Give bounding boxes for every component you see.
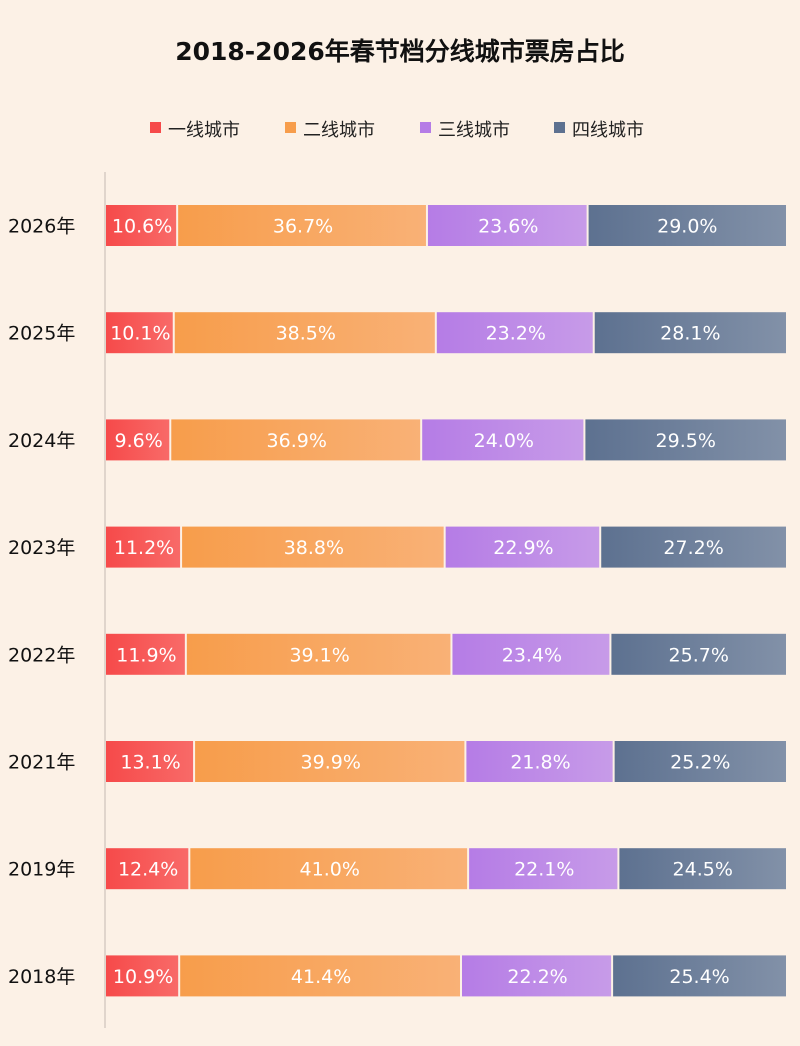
bar-segment [452, 633, 610, 675]
category-label: 2022年 [8, 644, 75, 666]
data-label: 38.8% [284, 537, 344, 559]
bar-segment [182, 526, 444, 568]
bar-segment [106, 312, 173, 354]
category-label: 2018年 [8, 966, 75, 988]
bar-segment [106, 741, 194, 782]
bar-segment [427, 205, 587, 246]
legend-label: 三线城市 [438, 120, 510, 141]
data-label: 23.4% [502, 644, 562, 666]
data-label: 22.1% [514, 859, 574, 881]
data-label: 22.2% [507, 966, 567, 988]
data-label: 25.4% [669, 966, 729, 988]
data-label: 11.9% [116, 644, 176, 666]
legend-label: 二线城市 [303, 120, 375, 141]
bar-segment [469, 848, 618, 890]
data-label: 23.6% [478, 216, 538, 238]
category-label: 2026年 [8, 216, 75, 238]
category-label: 2023年 [8, 537, 75, 559]
bar-segment [106, 955, 179, 997]
bar-segment [106, 419, 170, 461]
data-label: 41.0% [300, 859, 360, 881]
category-label: 2024年 [8, 430, 75, 452]
data-label: 24.0% [474, 430, 534, 452]
bar-segment [445, 526, 600, 568]
data-label: 38.5% [276, 323, 336, 345]
bar-segment [601, 526, 786, 568]
bar-segment [186, 633, 451, 675]
bar-segment [190, 848, 468, 890]
bar-segment [588, 205, 786, 246]
data-label: 29.5% [656, 430, 716, 452]
bar-segment [436, 312, 593, 354]
data-label: 28.1% [660, 323, 720, 345]
bar-row: 2026年 10.6% 36.7% 23.6% 29.0% [8, 205, 786, 246]
data-label: 36.9% [267, 430, 327, 452]
bar-segment [174, 312, 435, 354]
bar-row: 2024年 9.6% 36.9% 24.0% 29.5% [8, 419, 786, 461]
bar-segment [466, 741, 613, 782]
bar-segment [171, 419, 421, 461]
data-label: 10.6% [112, 216, 172, 238]
bar-segment [195, 741, 465, 782]
bar-row: 2019年 12.4% 41.0% 22.1% 24.5% [8, 848, 786, 890]
data-label: 36.7% [273, 216, 333, 238]
bar-row: 2025年 10.1% 38.5% 23.2% 28.1% [8, 312, 786, 354]
data-label: 22.9% [493, 537, 553, 559]
bar-segment [619, 848, 786, 890]
chart-title: 2018-2026年春节档分线城市票房占比 [175, 37, 625, 66]
bar-segment [106, 848, 189, 890]
bar-segment [614, 741, 786, 782]
data-label: 21.8% [510, 752, 570, 774]
legend-swatch [285, 122, 296, 133]
bar-row: 2021年 13.1% 39.9% 21.8% 25.2% [8, 741, 786, 782]
data-label: 23.2% [486, 323, 546, 345]
data-label: 24.5% [673, 859, 733, 881]
category-label: 2019年 [8, 859, 75, 881]
legend: 一线城市 二线城市 三线城市 四线城市 [150, 120, 644, 141]
category-label: 2025年 [8, 323, 75, 345]
bar-row: 2023年 11.2% 38.8% 22.9% 27.2% [8, 526, 786, 568]
data-label: 10.1% [110, 323, 170, 345]
bar-segment [422, 419, 584, 461]
category-label: 2021年 [8, 752, 75, 774]
bar-segment [585, 419, 786, 461]
bar-segment [106, 526, 181, 568]
bar-segment [180, 955, 460, 997]
data-label: 25.2% [670, 752, 730, 774]
legend-swatch [554, 122, 565, 133]
legend-label: 一线城市 [168, 120, 240, 141]
bar-segment [611, 633, 786, 675]
data-label: 11.2% [114, 537, 174, 559]
legend-swatch [420, 122, 431, 133]
bar-segment [106, 633, 185, 675]
data-label: 41.4% [291, 966, 351, 988]
legend-swatch [150, 122, 161, 133]
data-label: 25.7% [669, 644, 729, 666]
bar-segment [178, 205, 426, 246]
bar-segment [106, 205, 177, 246]
data-label: 29.0% [657, 216, 717, 238]
bar-row: 2018年 10.9% 41.4% 22.2% 25.4% [8, 955, 786, 997]
bar-row: 2022年 11.9% 39.1% 23.4% 25.7% [8, 633, 786, 675]
data-label: 13.1% [120, 752, 180, 774]
bar-segment [594, 312, 786, 354]
bar-segment [461, 955, 612, 997]
legend-label: 四线城市 [572, 120, 644, 141]
data-label: 9.6% [114, 430, 162, 452]
data-label: 39.1% [289, 644, 349, 666]
data-label: 10.9% [113, 966, 173, 988]
data-label: 39.9% [301, 752, 361, 774]
bar-segment [613, 955, 786, 997]
data-label: 27.2% [663, 537, 723, 559]
data-label: 12.4% [118, 859, 178, 881]
